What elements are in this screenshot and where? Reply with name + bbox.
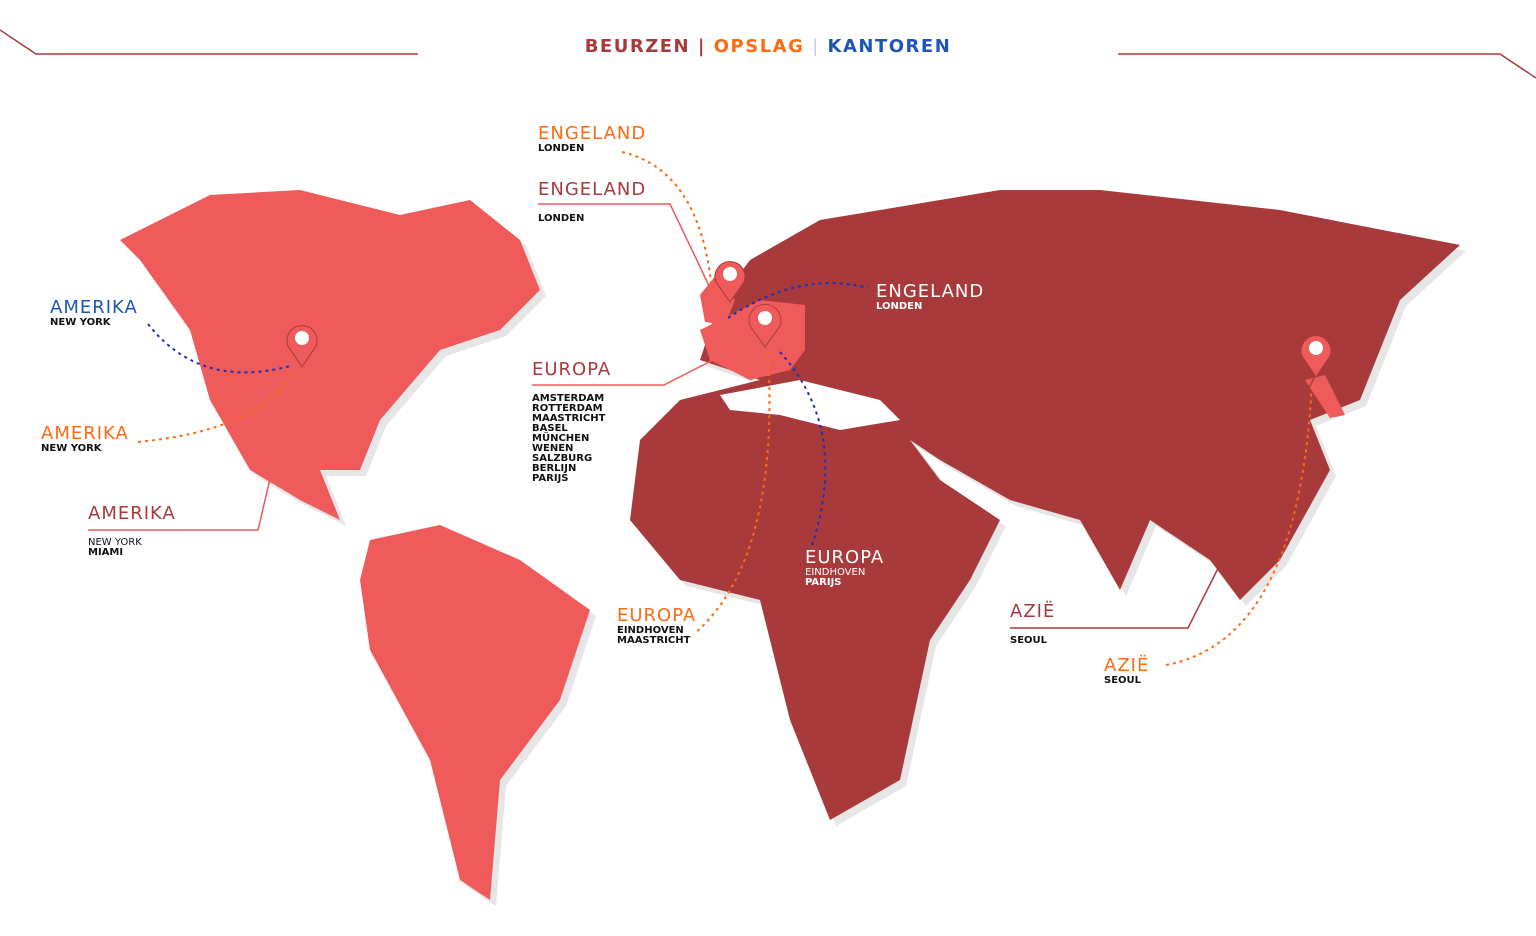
label-amerika-beurzen: AMERIKA NEW YORK MIAMI — [88, 504, 176, 558]
americas — [120, 190, 590, 900]
connector-europa-kantoren — [779, 351, 827, 546]
label-azie-beurzen: AZIË SEOUL — [1010, 602, 1055, 646]
eurasia — [700, 190, 1460, 600]
south-america — [360, 525, 590, 900]
label-title: ENGELAND — [538, 179, 647, 200]
label-amerika-kantoren: AMERIKA NEW YORK — [50, 298, 138, 328]
label-title: AMERIKA — [50, 297, 138, 318]
label-europa-opslag: EUROPA EINDHOVEN MAASTRICHT — [617, 606, 696, 646]
title-beurzen: BEURZEN — [584, 36, 691, 57]
label-sub: NEW YORK — [41, 443, 102, 454]
label-sub: EINDHOVEN — [617, 625, 684, 636]
label-engeland-beurzen: ENGELAND LONDEN — [538, 180, 646, 224]
label-title: EUROPA — [617, 605, 697, 626]
city: BERLIJN — [532, 463, 577, 474]
connector-europa-opslag — [693, 351, 771, 635]
north-america — [120, 190, 540, 520]
korea-highlight — [1305, 375, 1345, 418]
label-sub: EINDHOVEN — [805, 567, 866, 578]
city: WENEN — [532, 443, 574, 454]
label-sub: SEOUL — [1104, 675, 1142, 686]
map-pin-icon — [748, 304, 782, 348]
connector-engeland-beurzen — [538, 203, 713, 293]
label-title: AMERIKA — [41, 423, 129, 444]
city: MÜNCHEN — [532, 433, 590, 444]
label-engeland-kantoren: ENGELAND LONDEN — [876, 282, 984, 312]
city: PARIJS — [532, 473, 569, 484]
label-sub: SEOUL — [1010, 635, 1048, 646]
city: ROTTERDAM — [532, 403, 603, 414]
title-separator: | — [697, 36, 706, 57]
label-title: ENGELAND — [538, 123, 647, 144]
map-pin-icon — [714, 261, 746, 303]
label-sub: NEW YORK — [88, 537, 142, 548]
page-title: BEURZEN | OPSLAG | KANTOREN — [0, 36, 1536, 57]
label-title: EUROPA — [805, 547, 885, 568]
city: AMSTERDAM — [532, 393, 605, 404]
label-sub: LONDEN — [876, 301, 923, 312]
connector-amerika-beurzen — [88, 359, 299, 531]
label-sub: PARIJS — [805, 577, 842, 588]
label-title: AMERIKA — [88, 503, 176, 524]
label-azie-opslag: AZIË SEOUL — [1104, 656, 1149, 686]
title-opslag: OPSLAG — [713, 36, 805, 57]
label-sub: NEW YORK — [50, 317, 111, 328]
label-sub: MAASTRICHT — [617, 635, 691, 646]
label-amerika-opslag: AMERIKA NEW YORK — [41, 424, 129, 454]
eurasia-africa — [630, 190, 1460, 820]
label-europa-kantoren: EUROPA EINDHOVEN PARIJS — [805, 548, 884, 588]
connector-europa-beurzen — [532, 341, 749, 386]
connector-azie-opslag — [1165, 379, 1313, 666]
label-title: AZIË — [1104, 655, 1150, 676]
label-title: EUROPA — [532, 359, 612, 380]
label-title: AZIË — [1010, 601, 1056, 622]
label-title: ENGELAND — [876, 281, 985, 302]
city: BASEL — [532, 423, 568, 434]
label-engeland-opslag: ENGELAND LONDEN — [538, 124, 646, 154]
map-pin-icon — [1300, 335, 1332, 378]
header-line-left — [0, 29, 418, 55]
label-sub: MIAMI — [88, 547, 124, 558]
connector-engeland-kantoren — [727, 282, 869, 319]
label-europa-beurzen: EUROPA AMSTERDAM ROTTERDAM MAASTRICHT BA… — [532, 360, 611, 484]
city: MAASTRICHT — [532, 413, 606, 424]
city: SALZBURG — [532, 453, 593, 464]
africa — [630, 380, 1000, 820]
label-sub: LONDEN — [538, 143, 585, 154]
connector-engeland-opslag — [621, 151, 713, 291]
mediterranean — [720, 380, 900, 430]
title-separator: | — [812, 36, 820, 57]
header-line-right — [1118, 53, 1536, 79]
title-kantoren: KANTOREN — [827, 36, 952, 57]
map-pin-icon — [286, 325, 318, 368]
connector-azie-beurzen — [1010, 377, 1315, 629]
city-list: AMSTERDAM ROTTERDAM MAASTRICHT BASEL MÜN… — [532, 394, 611, 484]
label-sub: LONDEN — [538, 213, 585, 224]
